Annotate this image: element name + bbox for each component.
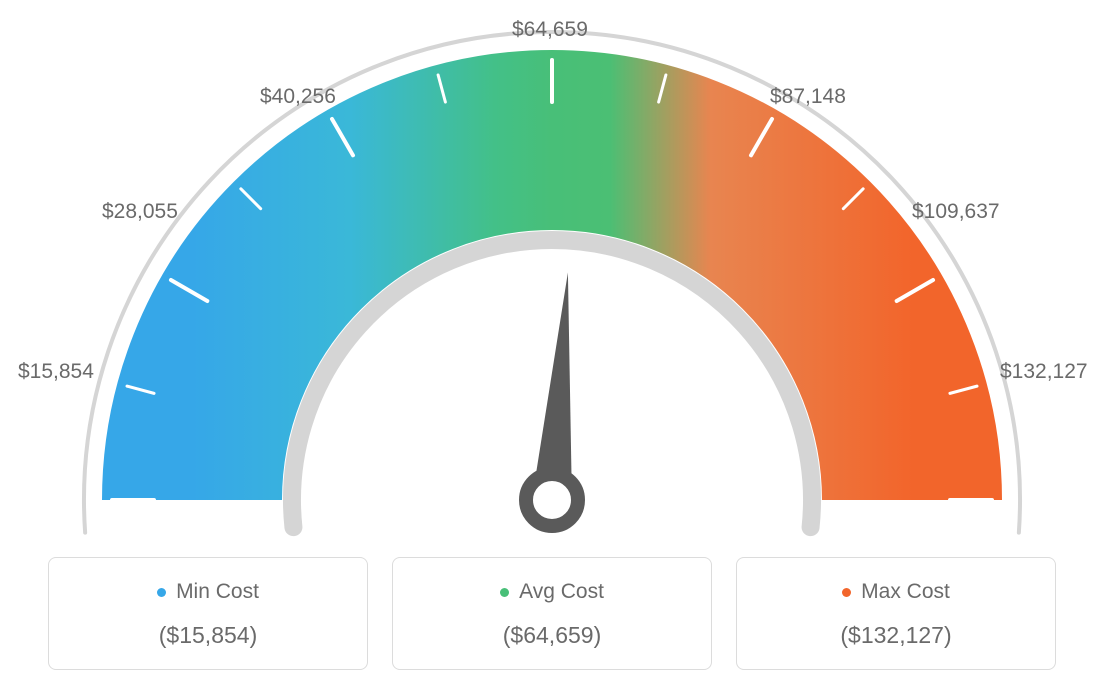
gauge-tick-label: $15,854 [18,360,94,384]
legend-card-max: Max Cost ($132,127) [736,557,1056,670]
gauge-tick-label: $28,055 [102,200,178,224]
gauge-tick-label: $64,659 [512,18,588,42]
legend-title-max: Max Cost [842,580,950,604]
legend-value-avg: ($64,659) [403,622,701,649]
dot-icon [157,588,166,597]
legend-title-text: Avg Cost [519,580,604,604]
legend-value-max: ($132,127) [747,622,1045,649]
gauge-tick-label: $87,148 [770,85,846,109]
cost-gauge-chart: $15,854 $28,055 $40,256 $64,659 $87,148 $109,… [0,0,1104,690]
legend-row: Min Cost ($15,854) Avg Cost ($64,659) Ma… [0,557,1104,670]
gauge-tick-label: $40,256 [260,85,336,109]
gauge-svg [0,0,1104,560]
legend-card-avg: Avg Cost ($64,659) [392,557,712,670]
dot-icon [500,588,509,597]
legend-title-text: Max Cost [861,580,950,604]
legend-title-text: Min Cost [176,580,259,604]
gauge-area: $15,854 $28,055 $40,256 $64,659 $87,148 $109,… [0,0,1104,540]
dot-icon [842,588,851,597]
legend-card-min: Min Cost ($15,854) [48,557,368,670]
legend-title-min: Min Cost [157,580,259,604]
legend-title-avg: Avg Cost [500,580,604,604]
legend-value-min: ($15,854) [59,622,357,649]
gauge-tick-label: $109,637 [912,200,1000,224]
gauge-tick-label: $132,127 [1000,360,1088,384]
